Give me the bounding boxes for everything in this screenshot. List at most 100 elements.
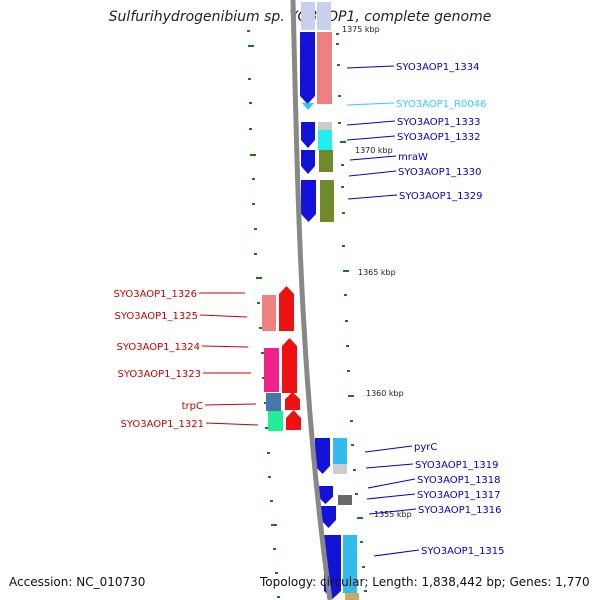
scale-tick [252,178,255,180]
scale-label-bg [363,387,411,399]
scale-tick [254,228,257,230]
scale-label-bg [352,144,400,156]
scale-tick [250,154,256,156]
feature-labels: SYO3AOP1_1334 SYO3AOP1_R0046 SYO3AOP1_1333… [113,62,504,557]
gene-color-box [264,348,279,392]
gene-arrow [285,392,300,410]
scale-tick [262,377,265,379]
scale-tick [362,566,365,568]
feature-label: SYO3AOP1_1321 [120,419,204,430]
feature-label: SYO3AOP1_1317 [417,490,501,501]
feature-label: SYO3AOP1_1324 [116,342,200,353]
gene-color-box [333,438,347,464]
scale-label: 1365 kbp [358,268,396,277]
scale-tick [337,64,340,66]
gene-color-box [266,393,281,411]
leader-line [204,403,257,406]
feature-label: SYO3AOP1_1318 [417,475,501,486]
scale-tick [336,43,339,45]
leader-line [346,102,395,106]
scale-label-bg [355,266,403,278]
gene-color-box [262,295,276,331]
gene-color-box [333,464,347,474]
leader-line [367,478,416,489]
leader-line [366,493,416,500]
scale-tick [249,102,252,104]
gene-color-box [345,593,359,600]
scale-tick [343,270,349,272]
feature-label: SYO3AOP1_1316 [418,505,502,516]
scale-tick [249,128,252,130]
scale-tick [336,33,339,35]
gene-arrow [315,438,330,474]
scale-tick [353,469,356,471]
scale-tick [257,302,260,304]
scale-tick [277,596,280,598]
scale-tick [247,30,250,32]
feature-label: mraW [398,152,428,163]
scale-label-bg [371,508,419,520]
ticks-left [247,30,280,598]
feature-label: SYO3AOP1_1325 [114,311,198,322]
scale-tick [338,95,341,97]
leader-line [201,345,249,348]
scale-tick [341,164,344,166]
scale-tick [248,45,254,47]
leader-line [346,135,396,141]
gene-color-box [268,411,283,431]
topology-text: Topology: circular; Length: 1,838,442 bp… [260,575,590,589]
feature-label: SYO3AOP1_1326 [113,289,197,300]
feature-label: SYO3AOP1_1315 [421,546,505,557]
scale-tick [342,245,345,247]
genome-backbone [290,0,333,600]
scale-tick [342,212,345,214]
leader-line [349,155,397,161]
feature-label: SYO3AOP1_R0046 [396,99,486,110]
scale-tick [261,352,264,354]
gene-arrow [301,180,316,222]
leader-line [346,120,396,126]
leader-line [346,65,395,69]
scale-tick [270,500,273,502]
leader-line [365,463,414,469]
scale-tick [348,395,354,397]
scale-tick [267,452,270,454]
gene-color-box [317,2,331,30]
accession-text: Accession: NC_010730 [9,575,146,589]
feature-track [262,2,359,600]
feature-label: SYO3AOP1_1329 [399,191,483,202]
scale-tick [355,493,358,495]
leader-line [364,445,413,453]
scale-label: 1360 kbp [366,389,404,398]
scale-tick [268,476,271,478]
scale-tick [346,345,349,347]
gene-color-box [343,535,357,593]
scale-tick [364,590,367,592]
scale-tick [248,78,251,80]
gene-arrow [301,150,315,174]
scale-label: 1355 kbp [374,510,412,519]
scale-tick [254,253,257,255]
gene-arrow [300,32,315,104]
scale-tick [273,548,276,550]
gene-color-box [318,122,332,130]
scale-label: 1370 kbp [355,146,393,155]
feature-label: SYO3AOP1_1319 [415,460,499,471]
ticks-right [336,33,367,592]
feature-label: SYO3AOP1_1334 [396,62,480,73]
gene-color-box [338,495,352,505]
scale-tick [265,427,268,429]
gene-arrow [321,506,336,528]
feature-label: SYO3AOP1_1332 [397,132,481,143]
gene-arrow [301,2,315,30]
gene-color-box [317,32,332,104]
feature-label: pyrC [414,442,437,453]
rna-arrow [302,103,314,110]
scale-label: 1375 kbp [342,25,380,34]
scale-tick [256,277,262,279]
feature-label: SYO3AOP1_1333 [397,117,481,128]
scale-tick [351,444,354,446]
scale-tick [350,420,353,422]
gene-color-box [319,150,333,172]
